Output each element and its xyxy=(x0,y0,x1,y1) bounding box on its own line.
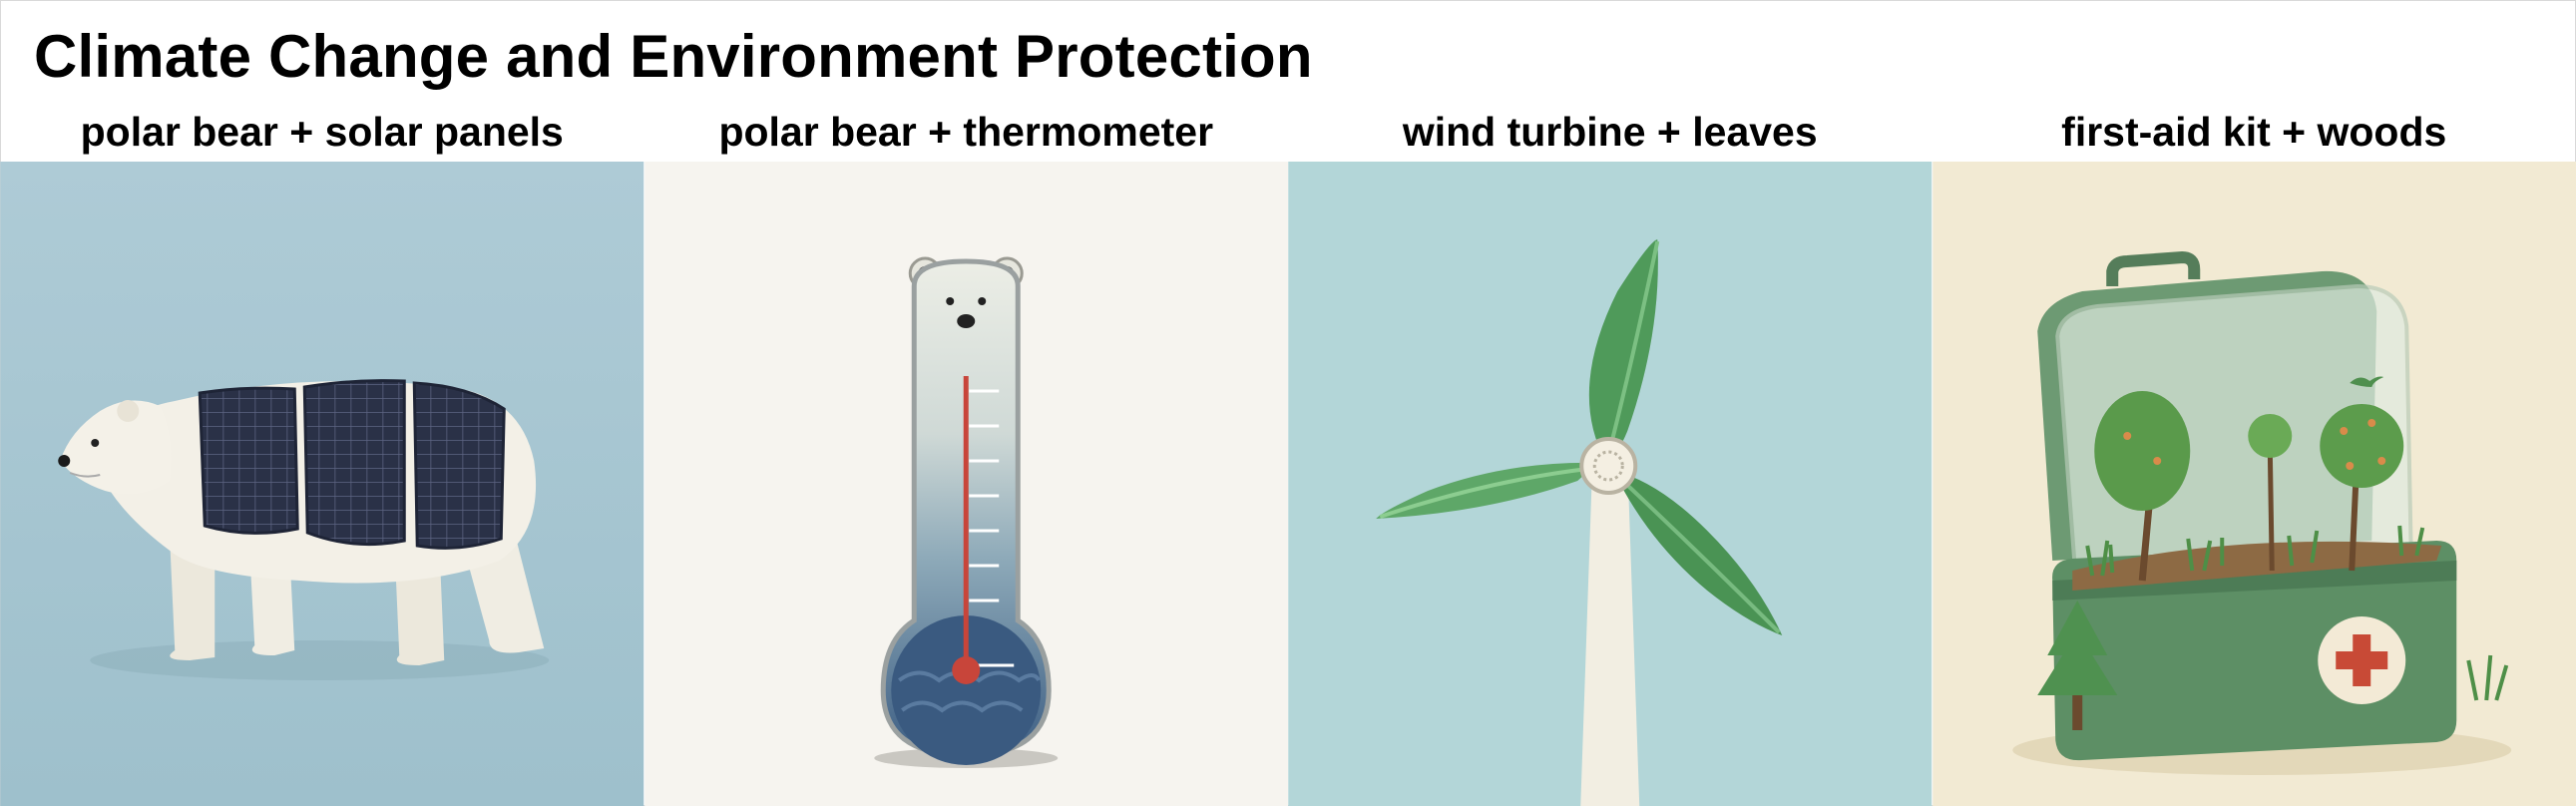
polar-bear-thermometer-image xyxy=(644,162,1289,806)
wind-turbine-image xyxy=(1288,162,1932,806)
polar-bear-solar-image xyxy=(0,162,644,806)
page-title: Climate Change and Environment Protectio… xyxy=(34,23,1313,90)
polar-bear-thermometer-icon xyxy=(644,162,1288,806)
caption-polar-bear-solar: polar bear + solar panels xyxy=(80,109,564,155)
first-aid-kit-image xyxy=(1932,162,2576,806)
wind-turbine-leaves-icon xyxy=(1288,162,1932,806)
caption-row: polar bear + solar panels polar bear + t… xyxy=(0,104,2576,160)
first-aid-kit-woods-icon xyxy=(1932,162,2576,806)
caption-first-aid-kit: first-aid kit + woods xyxy=(2061,109,2447,155)
image-panels xyxy=(0,162,2576,806)
polar-bear-solar-panels-icon xyxy=(0,162,644,806)
caption-wind-turbine: wind turbine + leaves xyxy=(1402,109,1818,155)
caption-polar-bear-thermometer: polar bear + thermometer xyxy=(718,109,1214,155)
